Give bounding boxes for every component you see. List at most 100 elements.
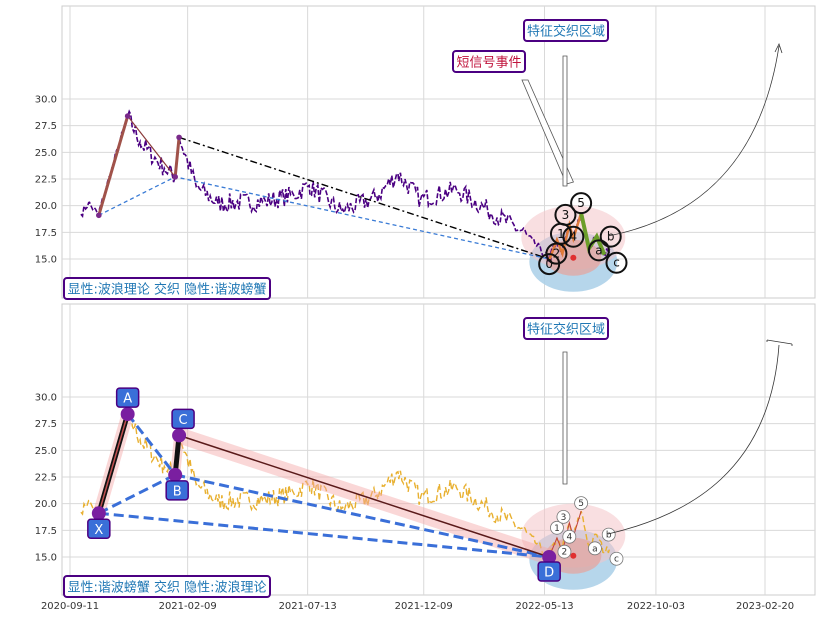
wave-node-5 xyxy=(570,192,593,215)
y-tick-label: 30.0 xyxy=(35,393,57,404)
wave-node-5 xyxy=(574,496,589,511)
dashdot-trendline xyxy=(178,136,550,260)
bottom-feature-zone-box xyxy=(523,317,609,340)
harmonic-label-box xyxy=(87,518,111,540)
harmonic-label: A xyxy=(123,392,132,407)
wave-node-label: 3 xyxy=(561,513,567,523)
top-pattern-label: 显性:波浪理论 交织 隐性:谐波螃蟹 xyxy=(67,282,266,298)
feature-zone-arrow xyxy=(562,351,568,485)
forecast-curve xyxy=(607,344,780,535)
y-tick-label: 17.5 xyxy=(35,228,57,239)
x-tick-labels: 2020-09-11 2021-02-09 2021-07-13 2021-12-09… xyxy=(41,601,794,612)
y-tick-label: 27.5 xyxy=(35,419,57,430)
wave-node-b xyxy=(601,527,616,542)
harmonic-point-A xyxy=(120,407,135,422)
x-tick-label: 2020-09-11 xyxy=(41,601,99,612)
wave-node-label: 5 xyxy=(577,196,585,210)
short-signal-box xyxy=(452,50,526,73)
x-tick-label: 2022-10-03 xyxy=(627,601,685,612)
wave-node-2 xyxy=(545,242,568,265)
wave-node-label: b xyxy=(607,230,615,244)
zigzag-segment-thick xyxy=(97,115,130,216)
wave-node-2 xyxy=(557,544,572,559)
wave-node-label: 2 xyxy=(562,548,568,558)
top-y-tick-labels: 15.0 17.5 20.0 22.5 25.0 27.5 30.0 xyxy=(35,95,57,266)
bottom-pattern-label: 显性:谐波螃蟹 交织 隐性:波浪理论 xyxy=(67,580,266,596)
wave-node-c xyxy=(609,551,624,566)
top-panel: 15.0 17.5 20.0 22.5 25.0 27.5 30.0 0 1 2 34 5 abc 特… xyxy=(35,5,816,300)
harmonic-label: B xyxy=(173,484,182,499)
y-tick-label: 15.0 xyxy=(35,255,57,266)
zone-center-dot xyxy=(570,254,577,261)
zigzag-segment-thick xyxy=(173,137,181,178)
wave-node-label: 4 xyxy=(566,533,572,543)
wave-node-label: 4 xyxy=(570,230,578,244)
bottom-pattern-label-box xyxy=(63,575,271,598)
harmonic-dashed-XD xyxy=(98,511,550,559)
bottom-annotations: 特征交织区域 显性:谐波螃蟹 交织 隐性:波浪理论 xyxy=(63,317,793,598)
harmonic-dashed-AB xyxy=(126,413,177,476)
zigzag-pivot xyxy=(96,212,102,219)
wave-node-label: a xyxy=(595,243,602,257)
harmonic-label-box xyxy=(537,561,561,582)
short-signal-label: 短信号事件 xyxy=(456,56,521,71)
forecast-arrowhead xyxy=(774,42,783,54)
y-tick-label: 22.5 xyxy=(35,175,57,186)
zigzag-pivot xyxy=(124,113,131,119)
bottom-gridlines xyxy=(62,304,815,595)
top-annotations: 特征交织区域 短信号事件 显性:波浪理论 交织 隐性:谐波螃蟹 xyxy=(63,19,783,300)
wave-node-a xyxy=(587,239,610,262)
wave-node-label: c xyxy=(613,256,620,270)
x-tick-label: 2023-02-20 xyxy=(736,601,794,612)
harmonic-point-C xyxy=(172,428,187,443)
harmonic-label: X xyxy=(94,523,103,538)
harmonic-label: C xyxy=(179,413,188,428)
zigzag-segment xyxy=(127,115,176,178)
wave-node-label: 2 xyxy=(553,247,561,261)
harmonic-leg-XA-inner xyxy=(98,413,129,514)
harmonic-point-D xyxy=(542,550,557,564)
wave-node-label: 5 xyxy=(578,499,584,509)
harmonic-point-B xyxy=(168,467,183,482)
y-tick-label: 17.5 xyxy=(35,526,57,537)
y-tick-label: 20.0 xyxy=(35,201,57,212)
y-tick-label: 25.0 xyxy=(35,446,57,457)
harmonic-points: X A B C D xyxy=(87,387,561,582)
y-tick-label: 30.0 xyxy=(35,95,57,106)
wave-node-4 xyxy=(562,529,577,544)
harmonic-label-box xyxy=(115,387,140,408)
wave-node-b xyxy=(599,225,622,248)
harmonic-label: D xyxy=(544,566,554,581)
wave-node-label: c xyxy=(614,555,619,565)
feature-zone-arrow xyxy=(562,55,568,187)
x-tick-label: 2021-12-09 xyxy=(395,601,453,612)
bottom-y-tick-labels: 15.0 17.5 20.0 22.5 25.0 27.5 30.0 xyxy=(35,393,57,564)
harmonic-label-box xyxy=(171,408,195,430)
y-tick-label: 15.0 xyxy=(35,553,57,564)
top-pattern-lines xyxy=(96,113,552,262)
y-tick-label: 25.0 xyxy=(35,148,57,159)
feature-zone-label: 特征交织区域 xyxy=(527,24,605,40)
bottom-panel: 15.0 17.5 20.0 22.5 25.0 27.5 30.0 2020-09-11 2… xyxy=(35,303,816,612)
harmonic-point-X xyxy=(91,506,106,521)
wave-node-4 xyxy=(562,225,585,248)
feature-zone-box xyxy=(523,19,609,42)
short-signal-arrow xyxy=(521,79,574,185)
zone-center-dot xyxy=(570,552,577,559)
wave-node-label: 1 xyxy=(557,227,565,241)
wave-node-c xyxy=(605,251,628,274)
wave-node-a xyxy=(588,541,602,556)
y-tick-label: 22.5 xyxy=(35,473,57,484)
forecast-bracket xyxy=(766,339,793,346)
harmonic-dashed-BD xyxy=(174,473,550,559)
forecast-curve xyxy=(607,45,780,237)
x-tick-label: 2021-02-09 xyxy=(159,601,217,612)
y-tick-label: 20.0 xyxy=(35,499,57,510)
bottom-wave-nodes: 1 2 3 4 5 ab c xyxy=(548,496,624,566)
wave-node-label: a xyxy=(592,544,598,554)
wave-node-label: 0 xyxy=(545,257,553,271)
harmonic-pattern-lines xyxy=(93,412,552,565)
zigzag-pivot xyxy=(172,174,178,180)
bottom-feature-zone-label: 特征交织区域 xyxy=(527,322,605,338)
top-pattern-label-box xyxy=(63,277,271,300)
